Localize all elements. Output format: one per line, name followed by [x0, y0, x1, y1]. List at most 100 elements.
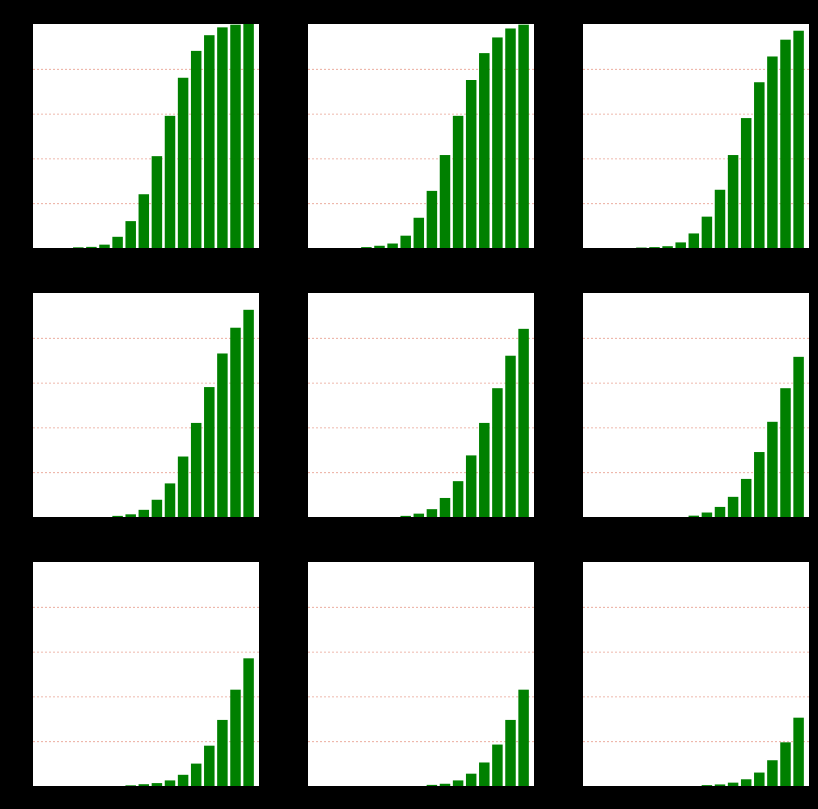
chart-title-variable: N: [380, 545, 389, 559]
y-tick-label: 0.2: [564, 737, 579, 748]
x-tick-label: 10: [439, 254, 452, 265]
x-tick-label: 10: [164, 254, 177, 265]
bar: [112, 516, 123, 517]
x-tick-label: 7: [678, 792, 684, 803]
y-tick-label: 0.2: [564, 468, 579, 479]
x-tick-label: 16: [517, 792, 530, 803]
x-tick-label: 3: [350, 792, 356, 803]
y-tick-label: 0.8: [14, 602, 29, 613]
x-tick-label: 8: [141, 523, 147, 534]
x-tick-label: 8: [416, 254, 422, 265]
bar: [165, 116, 176, 248]
x-tick-label: 1: [599, 523, 605, 534]
y-tick-label: 0.4: [14, 423, 29, 434]
x-tick-label: 11: [452, 523, 465, 534]
x-tick-label: 1: [324, 792, 330, 803]
bar: [767, 56, 778, 248]
x-tick-label: 5: [376, 523, 382, 534]
bar: [780, 388, 791, 517]
x-tick-label: 16: [517, 254, 530, 265]
x-tick-label: 7: [403, 523, 409, 534]
bar: [754, 82, 765, 248]
y-tick-label: 0.4: [14, 154, 29, 165]
x-tick-label: 16: [242, 792, 255, 803]
x-tick-label: 3: [75, 254, 81, 265]
x-tick-label: 9: [154, 254, 160, 265]
bar: [191, 51, 202, 248]
x-tick-label: 1: [49, 254, 55, 265]
x-tick-label: 6: [114, 254, 120, 265]
bar: [492, 745, 503, 786]
bar: [479, 762, 490, 786]
bar: [204, 746, 215, 786]
x-tick-label: 8: [416, 792, 422, 803]
x-tick-label: 16: [242, 523, 255, 534]
y-tick-label: 0.2: [289, 737, 304, 748]
bar: [361, 247, 372, 248]
x-tick-label: 1: [49, 792, 55, 803]
chart-title-variable: N: [105, 545, 114, 559]
bar: [741, 118, 752, 248]
bar: [702, 785, 713, 786]
y-tick-label: 0.0: [564, 244, 579, 255]
bar: [178, 78, 189, 248]
x-tick-label: 5: [651, 254, 657, 265]
x-tick-label: 11: [177, 792, 190, 803]
y-tick-label: 0.6: [564, 378, 579, 389]
y-tick-label: 0.6: [14, 109, 29, 120]
x-tick-label: 7: [678, 254, 684, 265]
x-tick-label: 1: [49, 523, 55, 534]
bar: [152, 500, 163, 517]
chart-title: N = 16, K=20: [380, 7, 463, 21]
x-tick-label: 13: [478, 792, 491, 803]
chart-title-variable: N: [380, 276, 389, 290]
x-tick-label: 14: [766, 254, 779, 265]
x-tick-label: 12: [740, 523, 753, 534]
bar: [754, 773, 765, 786]
bar: [754, 452, 765, 517]
x-tick-label: 5: [101, 792, 107, 803]
x-tick-label: 6: [114, 523, 120, 534]
bar: [505, 356, 516, 517]
x-tick-label: 5: [101, 254, 107, 265]
bar: [793, 31, 804, 248]
x-tick-label: 16: [242, 254, 255, 265]
x-tick-label: 1: [599, 792, 605, 803]
y-tick-label: 0.8: [14, 64, 29, 75]
x-tick-label: 4: [638, 254, 644, 265]
chart-title: N = 16, K=28: [655, 276, 738, 290]
x-tick-label: 1: [324, 523, 330, 534]
x-tick-label: 15: [229, 523, 242, 534]
x-tick-label: 5: [651, 523, 657, 534]
x-tick-label: 7: [403, 254, 409, 265]
x-tick-label: 13: [203, 254, 216, 265]
bar: [204, 35, 215, 248]
bar: [780, 40, 791, 248]
chart-title-text: = 16, K=30: [114, 545, 188, 559]
x-tick-label: 3: [350, 523, 356, 534]
x-tick-label: 10: [439, 792, 452, 803]
x-tick-label: 6: [389, 792, 395, 803]
x-tick-label: 4: [88, 792, 94, 803]
x-tick-label: 2: [62, 523, 68, 534]
chart-title: N = 16, K=22: [655, 7, 738, 21]
x-tick-label: 9: [704, 523, 710, 534]
x-tick-label: 11: [177, 523, 190, 534]
bar: [165, 483, 176, 517]
bar: [152, 783, 163, 786]
y-tick-label: 1.0: [564, 20, 579, 31]
x-tick-label: 13: [478, 523, 491, 534]
x-tick-label: 2: [62, 254, 68, 265]
x-tick-label: 14: [216, 254, 229, 265]
y-tick-label: 1.0: [14, 558, 29, 569]
bar: [125, 514, 136, 517]
x-tick-label: 13: [478, 254, 491, 265]
bar: [702, 513, 713, 517]
bar: [440, 155, 451, 248]
chart-panel: 1 2 3 4 5 6 7 8 9 10 11 12 13 14 15 160.00.20.40.60.81.…: [564, 276, 809, 534]
y-tick-label: 0.0: [564, 513, 579, 524]
y-tick-label: 0.0: [14, 782, 29, 793]
y-tick-label: 0.4: [564, 692, 579, 703]
y-tick-label: 0.2: [14, 199, 29, 210]
bar: [230, 25, 241, 248]
